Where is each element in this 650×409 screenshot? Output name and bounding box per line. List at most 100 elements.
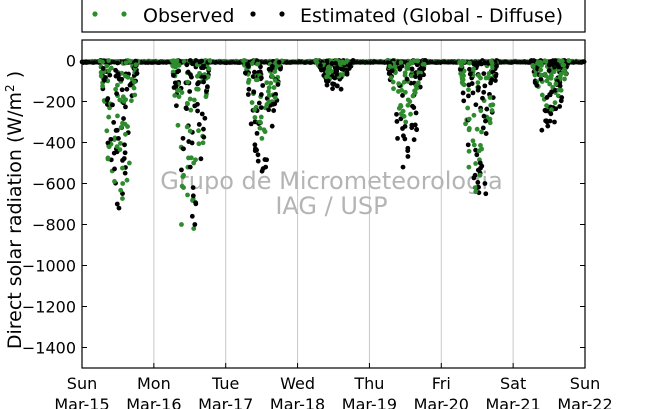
point-observed [124,177,130,183]
x-tick-label-date: Mar-20 [414,395,469,409]
point-estimated [262,157,268,162]
point-estimated [545,123,551,129]
point-estimated [329,61,335,66]
point-observed [112,179,117,184]
point-estimated [192,222,198,227]
point-estimated [250,74,256,79]
point-estimated [389,68,395,74]
point-estimated [203,88,209,94]
point-observed [200,140,206,146]
point-observed [313,58,319,64]
point-observed [120,196,125,201]
legend-marker-estimated-2 [279,11,285,17]
point-estimated [318,63,323,68]
point-estimated [101,77,107,83]
point-observed [476,73,481,78]
point-observed [261,127,267,133]
point-estimated [409,66,415,72]
point-estimated [399,63,405,69]
point-observed [473,161,479,166]
point-observed [107,105,112,111]
point-observed [258,114,264,120]
point-estimated [466,82,472,88]
point-observed [125,124,130,129]
point-observed [113,86,119,92]
point-observed [471,112,477,118]
point-estimated [124,86,130,92]
point-estimated [458,67,463,73]
point-observed [459,59,465,65]
point-observed [188,107,194,113]
point-estimated [187,89,193,94]
point-observed [131,79,137,85]
point-estimated [245,92,251,97]
point-estimated [127,82,133,88]
point-observed [421,61,427,67]
point-observed [187,128,193,134]
point-estimated [100,65,106,71]
point-estimated [558,98,564,104]
point-observed [175,122,181,128]
point-estimated [201,65,206,71]
point-estimated [330,86,335,92]
point-estimated [548,111,554,117]
point-observed [549,73,554,78]
point-estimated [414,127,420,133]
point-observed [477,172,483,178]
point-estimated [276,59,282,65]
y-axis: 0 −200 −400 −600 −800 −1000 −1200 −1400 [22,52,585,358]
point-estimated [116,205,122,211]
point-estimated [543,108,549,114]
point-estimated [122,170,128,176]
point-observed [470,138,476,144]
point-observed [408,111,413,117]
point-observed [539,92,545,98]
point-estimated [543,118,549,124]
point-estimated [133,58,139,64]
point-observed [176,87,182,93]
legend-entry-estimated: Estimated (Global - Diffuse) [250,5,563,27]
point-observed [170,69,176,75]
point-observed [98,70,104,75]
point-estimated [493,78,498,83]
point-observed [106,144,112,150]
x-tick-label-date: Mar-19 [342,395,397,409]
point-estimated [258,92,264,97]
point-estimated [113,67,118,73]
point-estimated [482,181,488,186]
point-observed [459,63,465,69]
point-observed [553,81,559,87]
point-estimated [413,74,418,80]
x-tick-label-date: Mar-16 [126,395,181,409]
point-observed [195,86,201,92]
point-observed [100,83,105,89]
point-estimated [184,62,190,68]
point-estimated [180,146,186,152]
point-estimated [195,101,200,107]
point-estimated [474,152,480,158]
point-observed [487,116,493,122]
point-estimated [121,156,127,161]
point-estimated [252,142,258,148]
point-estimated [547,92,553,97]
point-observed [121,98,127,104]
legend-label-observed: Observed [143,5,234,27]
point-observed [181,172,186,178]
point-observed [129,98,134,104]
point-observed [112,135,118,141]
point-observed [561,62,567,68]
point-observed [487,95,493,100]
legend: Observed Estimated (Global - Diffuse) [81,0,586,33]
point-estimated [539,127,545,133]
point-observed [562,76,567,82]
point-estimated [116,136,121,141]
point-observed [181,185,186,191]
point-estimated [269,123,275,129]
point-observed [185,79,191,85]
point-observed [172,61,178,66]
point-estimated [173,83,179,89]
point-observed [341,60,347,66]
point-observed [398,60,404,65]
point-observed [461,82,467,88]
point-estimated [173,103,179,109]
